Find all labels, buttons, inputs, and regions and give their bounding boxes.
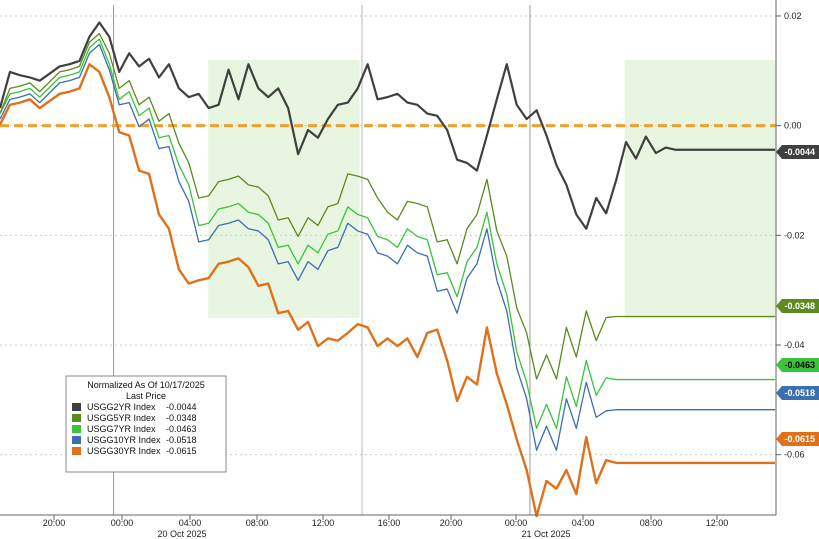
legend-series-value: -0.0615 <box>166 446 197 456</box>
legend: Normalized As Of 10/17/2025 Last Price U… <box>65 375 227 473</box>
value-tag-shape <box>776 299 819 313</box>
legend-series-name: USGG30YR Index <box>87 446 161 456</box>
legend-series-value: -0.0518 <box>166 435 197 445</box>
legend-swatch <box>72 414 81 422</box>
legend-series-value: -0.0348 <box>166 413 197 423</box>
value-tag-label: -0.0518 <box>784 388 815 398</box>
value-tag-label: -0.0044 <box>784 147 815 157</box>
x-tick-label: 04:00 <box>179 518 202 528</box>
value-tag-shape <box>776 358 819 372</box>
x-tick-label: 00:00 <box>111 518 134 528</box>
shaded-region-2 <box>624 60 776 318</box>
shaded-region-1 <box>208 60 360 318</box>
last-value-tags: -0.0044 -0.0348 -0.0463 -0.0518 -0.0615 <box>776 145 819 446</box>
series-line-usgg10yr <box>0 43 776 451</box>
x-tick-label: 08:00 <box>246 518 269 528</box>
legend-series-name: USGG2YR Index <box>87 402 156 412</box>
y-tick-label: 0.02 <box>784 11 802 21</box>
y-axis: 0.02 0.00 -0.02 -0.04 -0.06 <box>775 0 805 515</box>
value-tag-label: -0.0615 <box>784 434 815 444</box>
shaded-regions <box>208 60 776 318</box>
y-tick-label: -0.04 <box>784 340 805 350</box>
x-tick-label: 20:00 <box>440 518 463 528</box>
series-line-usgg2yr <box>0 21 776 230</box>
y-tick-label: -0.06 <box>784 450 805 460</box>
value-tag-usgg10yr: -0.0518 <box>776 386 819 400</box>
legend-series-name: USGG5YR Index <box>87 413 156 423</box>
value-tag-usgg30yr: -0.0615 <box>776 432 819 446</box>
x-tick-label: 20:00 <box>43 518 66 528</box>
legend-swatch <box>72 425 81 433</box>
value-tag-label: -0.0463 <box>784 360 815 370</box>
value-tag-usgg2yr: -0.0044 <box>776 145 819 159</box>
legend-swatch <box>72 447 81 455</box>
x-tick-label: 04:00 <box>572 518 595 528</box>
legend-series-value: -0.0463 <box>166 424 197 434</box>
legend-box <box>65 375 227 473</box>
legend-swatch <box>72 436 81 444</box>
value-tag-label: -0.0348 <box>784 301 815 311</box>
legend-subtitle: Last Price <box>126 391 166 401</box>
x-date-label: 21 Oct 2025 <box>521 529 570 539</box>
x-tick-label: 08:00 <box>640 518 663 528</box>
legend-swatch <box>72 403 81 411</box>
legend-series-name: USGG10YR Index <box>87 435 161 445</box>
value-tag-usgg7yr: -0.0463 <box>776 358 819 372</box>
y-tick-label: -0.02 <box>784 230 805 240</box>
x-tick-label: 12:00 <box>312 518 335 528</box>
value-tag-shape <box>776 432 819 446</box>
x-tick-label: 12:00 <box>706 518 729 528</box>
series-lines <box>0 21 776 518</box>
legend-series-name: USGG7YR Index <box>87 424 156 434</box>
x-axis: 20:00 00:00 04:00 08:00 12:00 16:00 20:00 00:00… <box>0 514 776 539</box>
value-tag-shape <box>776 145 819 159</box>
x-tick-label: 00:00 <box>505 518 528 528</box>
series-line-usgg7yr <box>0 38 776 430</box>
value-tag-shape <box>776 386 819 400</box>
legend-series-value: -0.0044 <box>166 402 197 412</box>
x-tick-label: 16:00 <box>378 518 401 528</box>
x-date-label: 20 Oct 2025 <box>157 529 206 539</box>
y-tick-label: 0.00 <box>784 121 802 131</box>
legend-items: USGG2YR Index -0.0044 USGG5YR Index -0.0348… <box>72 402 197 456</box>
series-line-usgg5yr <box>0 32 776 380</box>
series-line-usgg30yr <box>0 63 776 518</box>
value-tag-usgg5yr: -0.0348 <box>776 299 819 313</box>
legend-title: Normalized As Of 10/17/2025 <box>87 380 205 390</box>
